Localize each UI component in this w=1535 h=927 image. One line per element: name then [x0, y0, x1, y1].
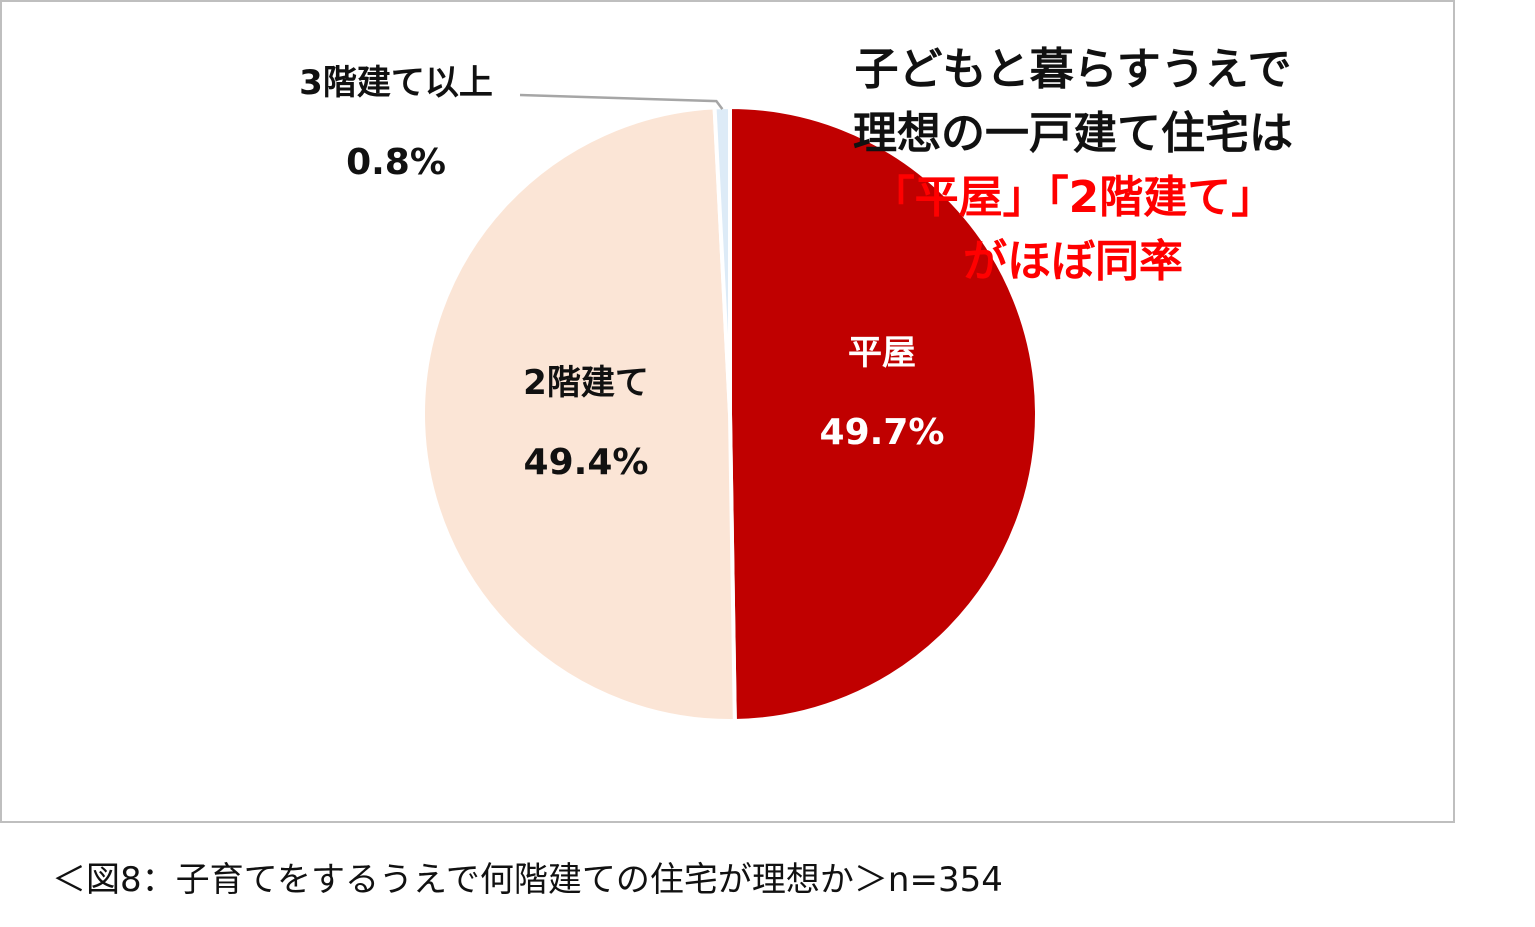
headline-line-3: 「平屋」「2階建て」 [870, 172, 1276, 223]
headline-line-2: 理想の一戸建て住宅は [853, 108, 1293, 159]
headline-line-1: 子どもと暮らすうえで [854, 44, 1292, 95]
slice-hiraya-name-label: 平屋 [848, 333, 916, 373]
slice-2-story-value-label: 49.4% [524, 442, 649, 483]
headline: 子どもと暮らすうえで 理想の一戸建て住宅は 「平屋」「2階建て」 がほぼ同率 [793, 38, 1353, 294]
pie-chart: 平屋 49.7% 2階建て 49.4% 3階建て以上 0.8% [299, 63, 1039, 723]
slice-hiraya-value-label: 49.7% [820, 412, 945, 453]
figure-caption: ＜図8：子育てをするうえで何階建ての住宅が理想か＞n=354 [52, 860, 1003, 900]
slice-2-story [421, 105, 737, 723]
slice-3-story-plus-name-label: 3階建て以上 [299, 63, 493, 103]
chart-frame: 平屋 49.7% 2階建て 49.4% 3階建て以上 0.8% 子どもと暮らすうえで 理想… [0, 0, 1455, 823]
slice-hiraya [728, 104, 1039, 723]
headline-line-4: がほぼ同率 [963, 236, 1183, 287]
slice-2-story-name-label: 2階建て [523, 363, 649, 403]
slice-3-story-plus-value-label: 0.8% [346, 142, 446, 183]
slice-3-story-plus-leader-line [519, 93, 724, 110]
